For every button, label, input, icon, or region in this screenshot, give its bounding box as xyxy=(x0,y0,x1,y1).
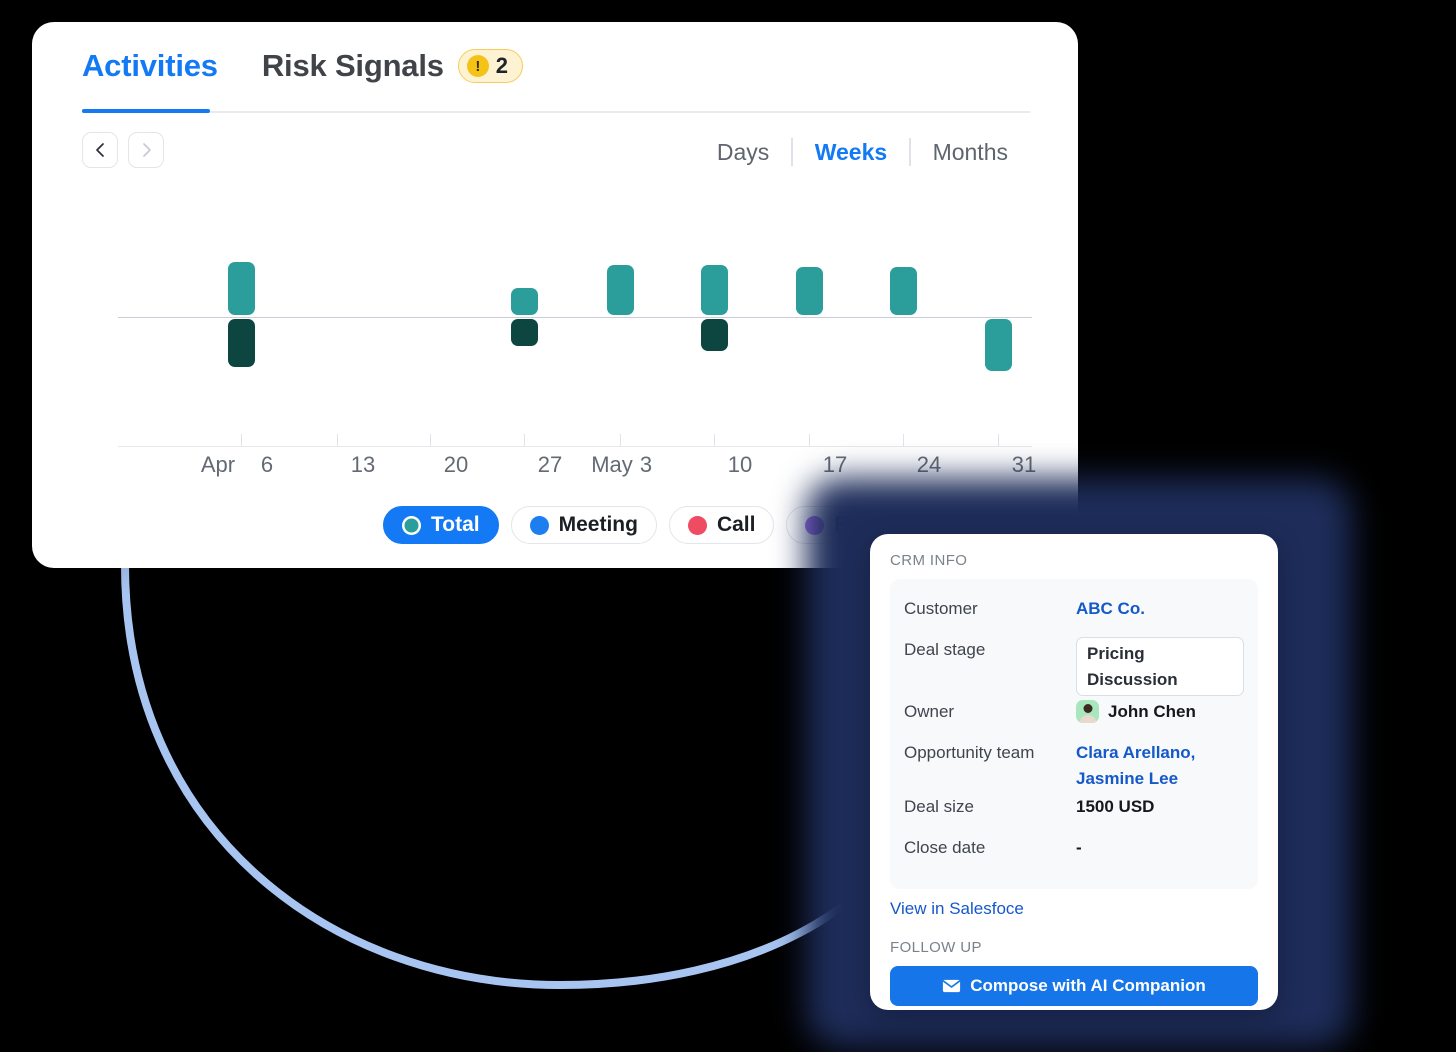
legend-pill-call[interactable]: Call xyxy=(668,506,775,544)
legend-pill-meeting[interactable]: Meeting xyxy=(510,506,657,544)
prev-period-button[interactable] xyxy=(82,132,118,168)
x-axis-day-label: 6 xyxy=(260,452,274,477)
crm-field-label: Close date xyxy=(904,838,986,857)
x-axis-day-label: 27 xyxy=(537,452,563,477)
activities-bar-chart xyxy=(88,207,1032,448)
legend-label: Meeting xyxy=(558,513,638,536)
chart-bar-negative[interactable] xyxy=(510,319,538,346)
chart-bar-positive[interactable] xyxy=(606,265,634,315)
tab-risk-signals[interactable]: Risk Signals ! 2 xyxy=(262,48,523,84)
crm-field-value: 1500 USD xyxy=(1076,797,1155,816)
chart-tick xyxy=(998,434,1000,446)
deal-stage-pill[interactable]: Pricing Discussion xyxy=(1076,637,1244,696)
chart-tick xyxy=(714,434,716,446)
x-axis-day-label: 13 xyxy=(350,452,376,477)
chart-bar-negative[interactable] xyxy=(227,319,255,367)
chart-bar-positive[interactable] xyxy=(889,267,917,315)
chart-bar-negative[interactable] xyxy=(700,319,728,351)
chevron-right-icon xyxy=(142,143,151,157)
tab-risk-signals-label: Risk Signals xyxy=(261,48,444,83)
chart-tick xyxy=(620,434,622,446)
chart-baseline xyxy=(118,317,1032,319)
x-axis-month-label: Apr xyxy=(200,452,236,477)
chevron-left-icon xyxy=(95,143,104,157)
chart-tick xyxy=(241,434,243,446)
risk-signals-count: 2 xyxy=(495,53,508,78)
x-axis-day-label: 20 xyxy=(443,452,469,477)
followup-section-label: FOLLOW UP xyxy=(890,939,982,956)
chart-tick xyxy=(430,434,432,446)
range-option-months[interactable]: Months xyxy=(932,138,1008,165)
chart-tick xyxy=(903,434,905,446)
tab-activities-label: Activities xyxy=(82,48,218,83)
x-axis-day-label: 24 xyxy=(916,452,942,477)
crm-field-label: Deal stage xyxy=(904,640,986,659)
legend-dot-call-icon xyxy=(687,515,707,535)
tab-bar: Activities Risk Signals ! 2 xyxy=(82,48,523,84)
legend-dot-meeting-icon xyxy=(529,515,549,535)
crm-row: Deal stage Pricing Discussion xyxy=(904,634,1244,696)
crm-row: Close date - xyxy=(904,832,1244,873)
compose-with-ai-companion-button[interactable]: Compose with AI Companion xyxy=(890,966,1258,1006)
owner-name: John Chen xyxy=(1108,702,1196,721)
crm-field-value[interactable]: Clara Arellano, Jasmine Lee xyxy=(1076,743,1196,788)
chart-bar-negative[interactable] xyxy=(984,319,1012,371)
x-axis-month-label: May xyxy=(591,452,633,477)
chart-bar-positive[interactable] xyxy=(510,288,538,315)
crm-row: Owner John Chen xyxy=(904,696,1244,737)
risk-signals-badge: ! 2 xyxy=(457,49,523,83)
next-period-button[interactable] xyxy=(128,132,164,168)
view-in-salesforce-link[interactable]: View in Salesfoce xyxy=(890,899,1024,918)
compose-button-label: Compose with AI Companion xyxy=(970,976,1206,995)
owner-avatar xyxy=(1076,700,1099,724)
envelope-icon xyxy=(943,979,961,993)
x-axis-day-label: 10 xyxy=(727,452,753,477)
tab-active-underline xyxy=(82,109,210,113)
crm-section-label: CRM INFO xyxy=(890,552,968,569)
chart-tick xyxy=(809,434,811,446)
crm-field-label: Customer xyxy=(904,599,978,618)
crm-row: Deal size 1500 USD xyxy=(904,791,1244,832)
x-axis-day-label: 3 xyxy=(639,452,653,477)
tab-divider xyxy=(82,111,1030,113)
x-axis-day-label: 17 xyxy=(822,452,848,477)
chart-nav-arrows xyxy=(82,132,164,168)
chart-axis-line xyxy=(118,446,1032,448)
crm-field-label: Deal size xyxy=(904,797,974,816)
chart-tick xyxy=(337,434,339,446)
exclamation-icon: ! xyxy=(466,55,489,77)
range-option-weeks[interactable]: Weeks xyxy=(814,138,888,165)
crm-field-value: - xyxy=(1076,838,1082,857)
crm-row: Opportunity team Clara Arellano, Jasmine … xyxy=(904,737,1244,791)
legend-dot-total-icon xyxy=(401,515,421,535)
legend-pill-total[interactable]: Total xyxy=(382,506,499,544)
chart-bar-positive[interactable] xyxy=(227,262,255,315)
range-option-days[interactable]: Days xyxy=(716,138,770,165)
chart-bar-positive[interactable] xyxy=(700,265,728,315)
crm-field-label: Owner xyxy=(904,702,955,721)
range-selector: Days Weeks Months xyxy=(695,138,1030,166)
chart-x-axis-labels: Apr May 6 13 20 27 3 10 17 24 31 xyxy=(88,452,1088,486)
crm-field-value: Pricing Discussion xyxy=(1076,637,1244,696)
legend-label: Total xyxy=(430,513,480,536)
crm-row: Customer ABC Co. xyxy=(904,593,1244,634)
chart-bar-positive[interactable] xyxy=(795,267,823,315)
legend-label: Call xyxy=(716,513,756,536)
crm-fields-table: Customer ABC Co. Deal stage Pricing Discuss… xyxy=(890,579,1258,889)
crm-field-label: Opportunity team xyxy=(904,743,1035,762)
range-divider-1 xyxy=(791,138,793,166)
range-divider-2 xyxy=(909,138,911,166)
chart-tick xyxy=(524,434,526,446)
crm-field-value: John Chen xyxy=(1076,699,1196,725)
crm-field-value[interactable]: ABC Co. xyxy=(1076,599,1145,618)
tab-activities[interactable]: Activities xyxy=(82,48,218,84)
crm-info-card: CRM INFO Customer ABC Co. Deal stage Pricin… xyxy=(870,534,1278,1010)
x-axis-day-label: 31 xyxy=(1011,452,1037,477)
